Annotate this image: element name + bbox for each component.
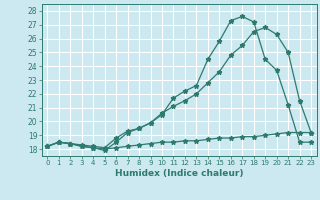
X-axis label: Humidex (Indice chaleur): Humidex (Indice chaleur) bbox=[115, 169, 244, 178]
